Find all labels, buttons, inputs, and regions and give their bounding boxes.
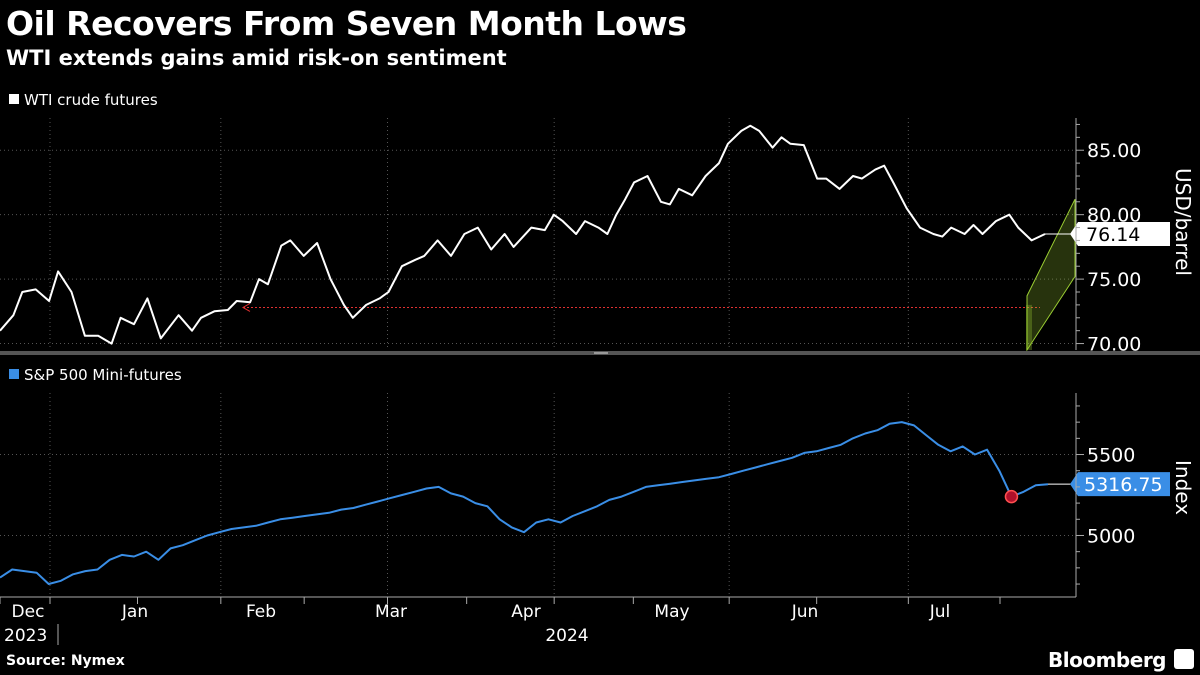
spx-line: [0, 421, 1049, 585]
x-year-label-2023: 2023: [4, 626, 47, 646]
oil-axis-title: USD/barrel: [1171, 168, 1195, 276]
source-note: Source: Nymex: [6, 653, 125, 669]
oil-last-value-box: [1070, 222, 1170, 246]
spx-ytick-label: 5000: [1087, 525, 1135, 547]
oil-ytick-label: 70.00: [1087, 334, 1141, 356]
chart-subtitle: WTI extends gains amid risk-on sentiment: [6, 46, 507, 70]
oil-line: [0, 124, 1046, 345]
spx-legend-label: S&P 500 Mini-futures: [24, 366, 182, 384]
oil-legend-label: WTI crude futures: [24, 91, 158, 109]
spx-series: 5316.75: [0, 421, 1170, 585]
x-month-label-jun: Jun: [791, 602, 819, 622]
x-month-label-apr: Apr: [511, 602, 540, 622]
oil-ytick-label: 80.00: [1087, 205, 1141, 227]
grid-lines: [0, 118, 1075, 597]
x-month-label-jul: Jul: [929, 602, 951, 622]
x-month-label-mar: Mar: [375, 602, 407, 622]
spx-last-value-label: 5316.75: [1084, 474, 1163, 496]
oil-rising-channel: [1026, 198, 1076, 352]
oil-ytick-label: 75.00: [1087, 269, 1141, 291]
oil-reference-arrow: [241, 303, 251, 312]
spx-low-marker: [1004, 489, 1019, 504]
oil-series: 76.14: [0, 124, 1170, 345]
panel-separator-handle: [594, 352, 608, 354]
oil-channel-band: [1026, 198, 1076, 352]
spx-ytick-label: 5500: [1087, 445, 1135, 467]
chart-title: Oil Recovers From Seven Month Lows: [6, 4, 687, 43]
brand-logo: Bloomberg: [1048, 648, 1166, 672]
axes: [0, 118, 1200, 645]
axis-labels: WTI crude futures S&P 500 Mini-futures 70.…: [4, 91, 1195, 646]
x-month-label-may: May: [654, 602, 689, 622]
x-month-label-feb: Feb: [246, 602, 276, 622]
spx-axis-title: Index: [1171, 460, 1195, 515]
x-month-label-dec: Dec: [12, 602, 45, 622]
x-year-label-2024: 2024: [545, 626, 588, 646]
spx-legend-swatch: [9, 369, 19, 379]
oil-last-value-label: 76.14: [1086, 224, 1140, 246]
oil-low-shading: [1026, 304, 1032, 350]
x-month-label-jan: Jan: [121, 602, 148, 622]
spx-last-value-box: [1070, 472, 1170, 497]
oil-reference-line: [241, 303, 1040, 312]
brand-icon: [1174, 649, 1194, 669]
oil-legend-swatch: [9, 94, 19, 104]
oil-ytick-label: 85.00: [1087, 140, 1141, 162]
